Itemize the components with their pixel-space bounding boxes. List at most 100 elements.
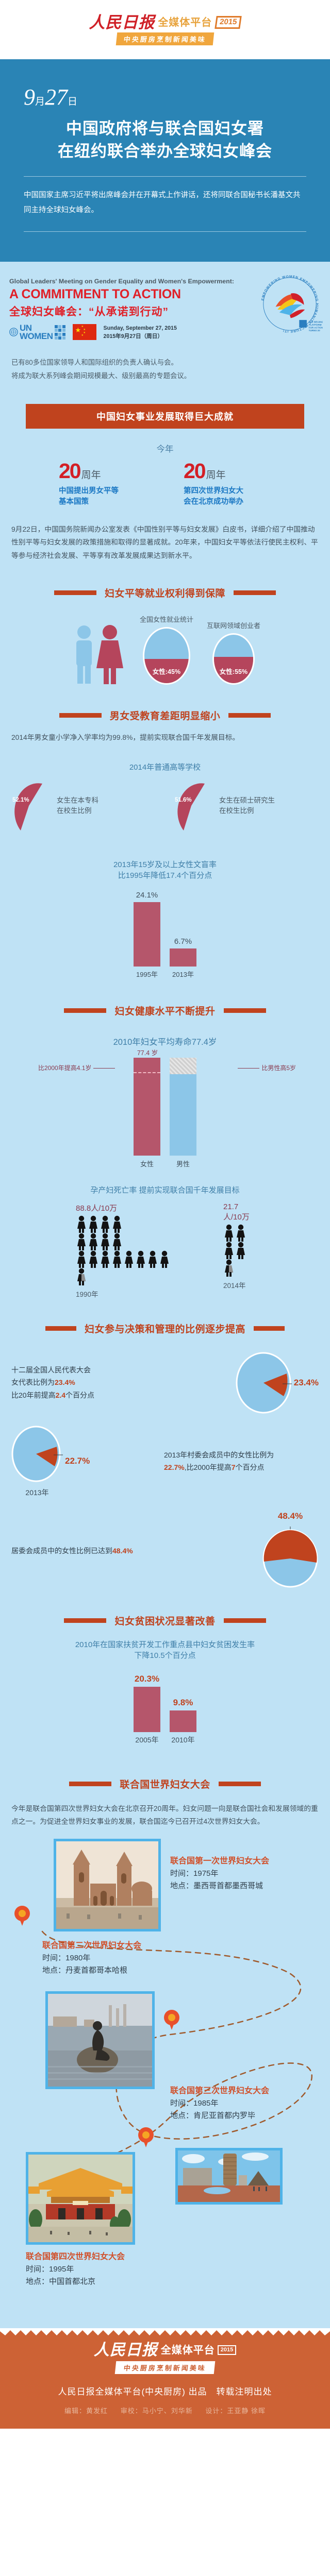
resident-text: 居委会成员中的女性比例已达到48.4% <box>11 1545 133 1557</box>
nairobi-kicc-image <box>178 2150 280 2202</box>
page-title: 中国政府将与联合国妇女署 在纽约联合举办全球妇女峰会 <box>24 117 306 163</box>
illiteracy-bar-1-year: 1995年 <box>136 970 158 978</box>
person-icon <box>237 1224 245 1242</box>
village-line2-pct: 22.7% <box>164 1463 185 1472</box>
masthead: 人民日报 全媒体平台 2015 中央厨房烹制新闻美味 <box>0 0 330 59</box>
education-wedge-2-pct: 51.6% <box>175 796 192 803</box>
date-month-number: 9 <box>24 84 35 110</box>
village-pie-pct: 22.7% <box>65 1456 90 1466</box>
maternal-2014-amount: 21.7人/10万 <box>223 1202 250 1222</box>
village-year-label: 2013年 <box>25 1488 49 1497</box>
conference-item-2: 联合国第二次世界妇女大会 时间：1980年 地点：丹麦首都哥本哈根 <box>42 1940 141 1977</box>
man-icon <box>76 625 92 684</box>
resident-pie-chart <box>262 1526 318 1588</box>
conference-3-title: 联合国第三次世界妇女大会 <box>170 2086 270 2095</box>
education-wedge-1-pct: 52.1% <box>12 796 29 803</box>
un-women-banner: Global Leaders' Meeting on Gender Equali… <box>0 262 330 345</box>
conference-2-place: 丹麦首都哥本哈根 <box>65 1965 128 1975</box>
intro-line1: 已有80多位国家领导人和国际组织的负责人确认与会。 <box>11 359 178 367</box>
infographic-page: 人民日报 全媒体平台 2015 中央厨房烹制新闻美味 9月27日 中国政府将与联… <box>0 0 330 2429</box>
copenhagen-little-mermaid-image <box>48 1993 152 2087</box>
footer-reviewer: 审校：马小宁、刘华新 <box>120 2406 193 2415</box>
svg-text:TURNS 20: TURNS 20 <box>309 329 321 332</box>
heading-bar-left <box>54 590 96 596</box>
npc-line3-num: 2.4 <box>55 1391 66 1399</box>
education-wedge-1-label: 女生在本专科 在校生比例 <box>57 796 98 815</box>
maternal-pictogram: 88.8人/10万 <box>0 1202 330 1299</box>
date-month-unit: 月 <box>35 96 45 107</box>
heading-bar-left <box>45 1326 76 1331</box>
pie-wedge-icon <box>14 783 42 831</box>
conference-photo-1 <box>54 1838 161 1931</box>
poverty-bar-chart: 20.3% 2005年 9.8% 2010年 <box>0 1674 330 1745</box>
life-legend-male: 男性 <box>176 1160 190 1168</box>
person-icon <box>160 1250 169 1268</box>
conferences-timeline: 联合国第一次世界妇女大会 时间：1975年 地点：墨西哥首都墨西哥城 联合国第二… <box>0 1828 330 2286</box>
footer-staff-line: 编辑：黄发红 审校：马小宁、刘华新 设计：王亚静 徐晖 <box>0 2405 330 2415</box>
life-bar-male <box>170 1057 196 1156</box>
person-icon <box>77 1233 86 1250</box>
education-chart-title: 2014年普通高等学校 <box>129 762 201 772</box>
intro-paragraph: 已有80多位国家领导人和国际组织的负责人确认与会。 将成为联大系列峰会期间规模最… <box>0 345 330 383</box>
village-line2-d: 个百分点 <box>235 1463 265 1472</box>
zigzag-divider-icon <box>0 2330 330 2335</box>
life-note-left: 比2000年提高4.1岁 <box>38 1063 117 1072</box>
employment-heading: 妇女平等就业权利得到保障 <box>0 586 330 600</box>
person-icon <box>148 1250 157 1268</box>
footer-credit-line: 人民日报全媒体平台(中央厨房) 出品 转载注明出处 <box>58 2386 272 2397</box>
person-icon-partial <box>77 1268 86 1285</box>
conference-1-place: 墨西哥首都墨西哥城 <box>193 1881 263 1890</box>
anniversary-2-unit: 周年 <box>206 469 226 481</box>
education-paragraph: 2014年男女童小学净入学率均为99.8%，提前实现联合国千年发展目标。 <box>11 734 240 742</box>
svg-text:FOR ACTION: FOR ACTION <box>309 327 323 329</box>
maternal-group-1990: 88.8人/10万 <box>76 1202 174 1299</box>
person-icon-partial <box>225 1259 233 1277</box>
conferences-heading: 联合国世界妇女大会 <box>0 1777 330 1791</box>
this-year-label: 今年 <box>156 444 174 454</box>
hero-section: 9月27日 中国政府将与联合国妇女署 在纽约联合举办全球妇女峰会 中国国家主席习… <box>0 59 330 262</box>
education-heading: 男女受教育差距明显缩小 <box>0 708 330 722</box>
un-emblem-icon <box>9 328 18 337</box>
poverty-subtitle-line1: 2010年在国家扶贫开发工作重点县中妇女贫困发生率 <box>75 1640 255 1649</box>
village-pie-chart <box>11 1426 63 1482</box>
divider-top <box>24 176 306 177</box>
health-heading: 妇女健康水平不断提升 <box>0 1004 330 1018</box>
person-icon <box>113 1215 121 1233</box>
life-legend: 女性 男性 <box>0 1159 330 1168</box>
illiteracy-bar-2-year: 2013年 <box>172 970 194 978</box>
date-day-unit: 日 <box>68 96 78 107</box>
resident-pie-pct: 48.4% <box>277 1511 303 1521</box>
heading-bar-left <box>69 1781 112 1786</box>
conference-3-place-label: 地点： <box>170 2111 194 2120</box>
conference-1-time-label: 时间： <box>170 1869 194 1878</box>
conference-4-place: 中国首都北京 <box>49 2277 96 2286</box>
achievements-ribbon-title: 中国妇女事业发展取得巨大成就 <box>26 403 304 429</box>
page-title-line2: 在纽约联合举办全球妇女峰会 <box>58 142 272 161</box>
illiteracy-title-line2: 比1995年降低17.4个百分点 <box>118 871 212 880</box>
employment-heading-text: 妇女平等就业权利得到保障 <box>104 588 225 600</box>
person-icon <box>113 1250 121 1268</box>
education-wedge-item-2: 51.6% 女生在硕士研究生 在校生比例 <box>168 777 325 834</box>
conference-3-time: 1985年 <box>193 2098 219 2108</box>
un-women-women-text: WOMEN <box>20 331 53 341</box>
un-women-un-text: UN <box>20 323 32 333</box>
maternal-1990-amount: 88.8人/10万 <box>76 1204 118 1213</box>
illiteracy-bar-1: 24.1% 1995年 <box>134 891 160 979</box>
poverty-subtitle-line2: 下降10.5个百分点 <box>134 1651 196 1660</box>
person-icon <box>101 1233 109 1250</box>
employment-pie-1: 女性:45% <box>142 627 190 685</box>
life-expectancy-chart: 77.4 岁 女性 男性 比2000年提高4.1岁 比男性高5岁 <box>0 1049 330 1171</box>
npc-block: 十二届全国人民代表大会 女代表比例为23.4% 比20年前提高2.4个百分点 2… <box>0 1351 330 1415</box>
conference-1-title: 联合国第一次世界妇女大会 <box>170 1856 270 1866</box>
conference-3-place: 肯尼亚首都内罗毕 <box>193 2111 256 2120</box>
person-icon <box>89 1215 97 1233</box>
map-pin-icon-4 <box>138 2127 154 2148</box>
illiteracy-title-line1: 2013年15岁及以上女性文盲率 <box>113 860 217 869</box>
npc-line2-a: 女代表比例为 <box>11 1378 55 1387</box>
resident-text-pct: 48.4% <box>112 1546 133 1555</box>
maternal-1990-year: 1990年 <box>76 1290 98 1298</box>
life-note-left-text: 比2000年提高4.1岁 <box>38 1064 92 1072</box>
village-line2-b: ,比2000年提高 <box>184 1463 232 1472</box>
illiteracy-bar-2: 6.7% 2013年 <box>170 901 196 979</box>
conferences-heading-text: 联合国世界妇女大会 <box>120 1779 210 1790</box>
